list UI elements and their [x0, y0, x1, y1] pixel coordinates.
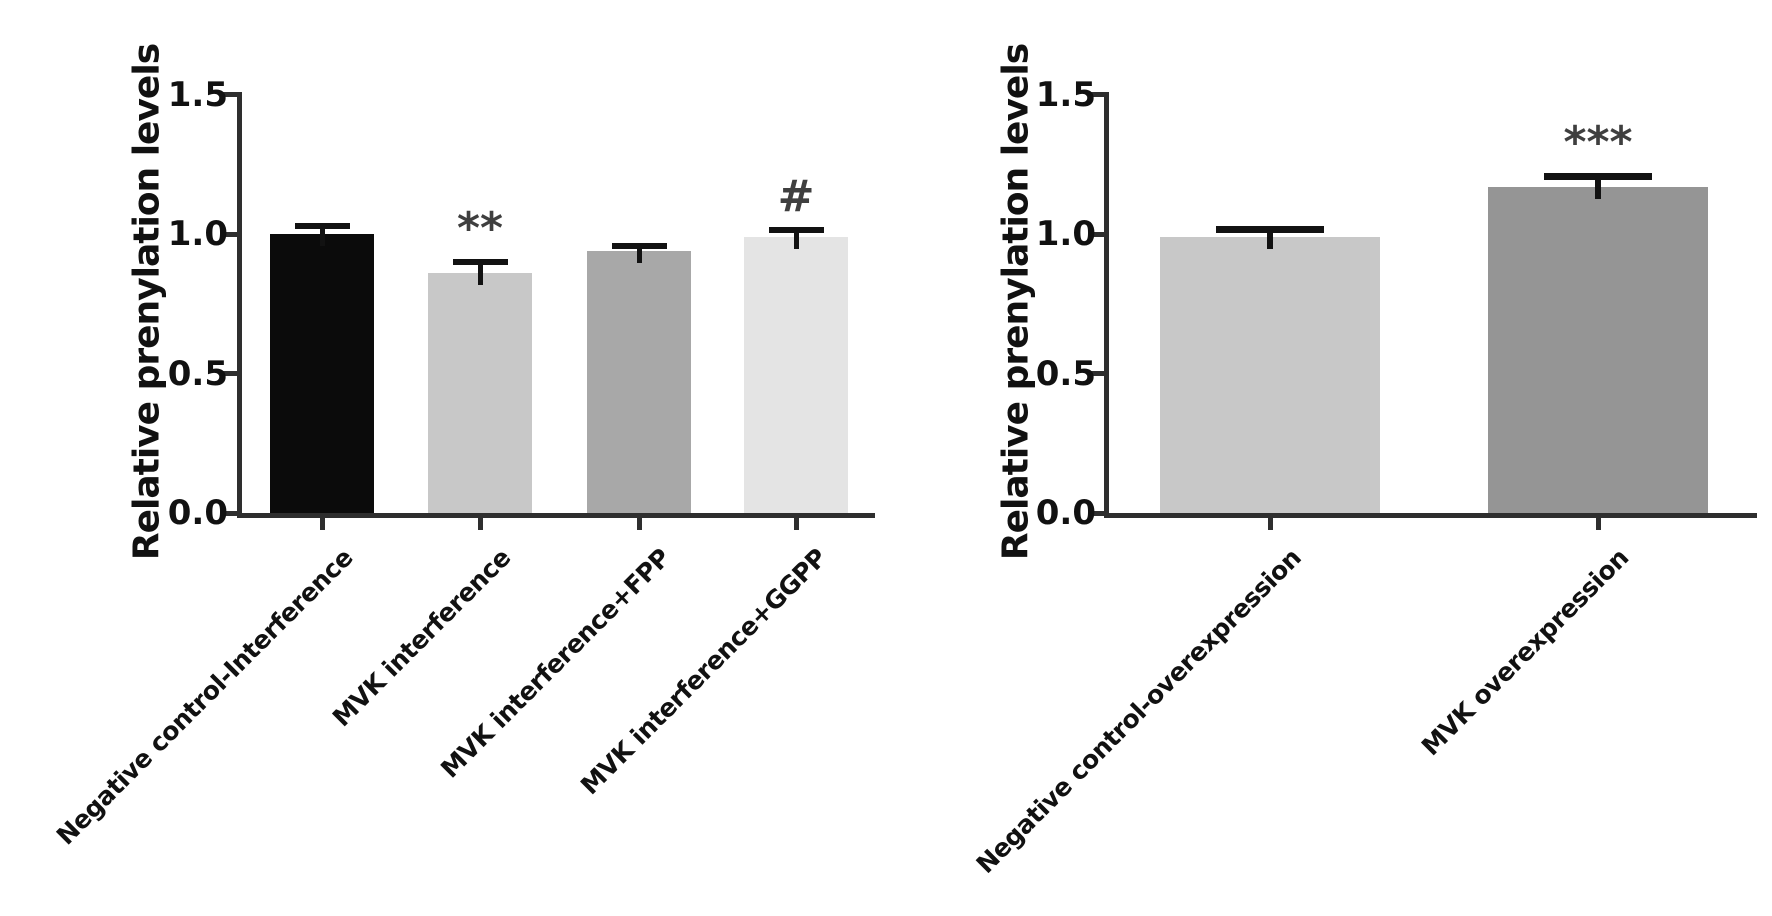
error-bar-cap — [611, 242, 667, 249]
bar — [270, 234, 374, 513]
y-tick-label: 0.5 — [167, 353, 228, 394]
error-bar-stem — [636, 242, 642, 264]
x-axis-tick — [477, 518, 483, 530]
error-bar-stem — [793, 227, 799, 250]
bar — [1488, 186, 1708, 513]
y-axis-tick — [221, 510, 237, 516]
bar — [744, 237, 848, 513]
error-bar-cap — [1544, 172, 1652, 180]
significance-annotation: *** — [1563, 116, 1633, 168]
y-axis-tick — [1088, 92, 1104, 98]
x-category-label: Negative control-overexpression — [970, 543, 1307, 879]
error-bar-cap — [294, 223, 350, 230]
error-bar-stem — [477, 259, 483, 286]
significance-annotation: # — [777, 171, 815, 223]
y-axis-tick — [1088, 231, 1104, 237]
significance-annotation: ** — [456, 203, 504, 255]
y-axis-tick — [221, 371, 237, 377]
y-tick-label: 0.0 — [167, 493, 228, 533]
x-axis-tick — [1267, 518, 1273, 530]
y-tick-label: 1.5 — [167, 74, 228, 115]
y-axis-tick — [1088, 510, 1104, 516]
x-axis-line — [1104, 513, 1757, 518]
bar — [428, 273, 532, 513]
y-axis-line — [1104, 92, 1109, 518]
y-tick-label: 0.0 — [1035, 493, 1096, 533]
error-bar-cap — [768, 227, 824, 234]
y-axis-tick — [1088, 371, 1104, 377]
x-axis-tick — [636, 518, 642, 530]
x-axis-tick — [793, 518, 799, 530]
error-bar-cap — [452, 259, 508, 266]
y-tick-label: 1.0 — [167, 214, 228, 255]
y-axis-line — [237, 92, 242, 518]
error-bar-stem — [1595, 172, 1601, 199]
error-bar-stem — [1267, 225, 1273, 250]
x-category-label: MVK overexpression — [1416, 543, 1635, 762]
error-bar-cap — [1216, 225, 1324, 233]
error-bar-stem — [319, 223, 325, 247]
x-axis-tick — [319, 518, 325, 530]
y-tick-label: 1.5 — [1035, 74, 1096, 115]
bar — [1160, 237, 1380, 513]
y-axis-tick — [221, 92, 237, 98]
y-tick-label: 1.0 — [1035, 214, 1096, 255]
x-axis-tick — [1595, 518, 1601, 530]
bar — [587, 251, 691, 513]
y-tick-label: 0.5 — [1035, 353, 1096, 394]
x-axis-line — [237, 513, 875, 518]
y-axis-tick — [221, 231, 237, 237]
